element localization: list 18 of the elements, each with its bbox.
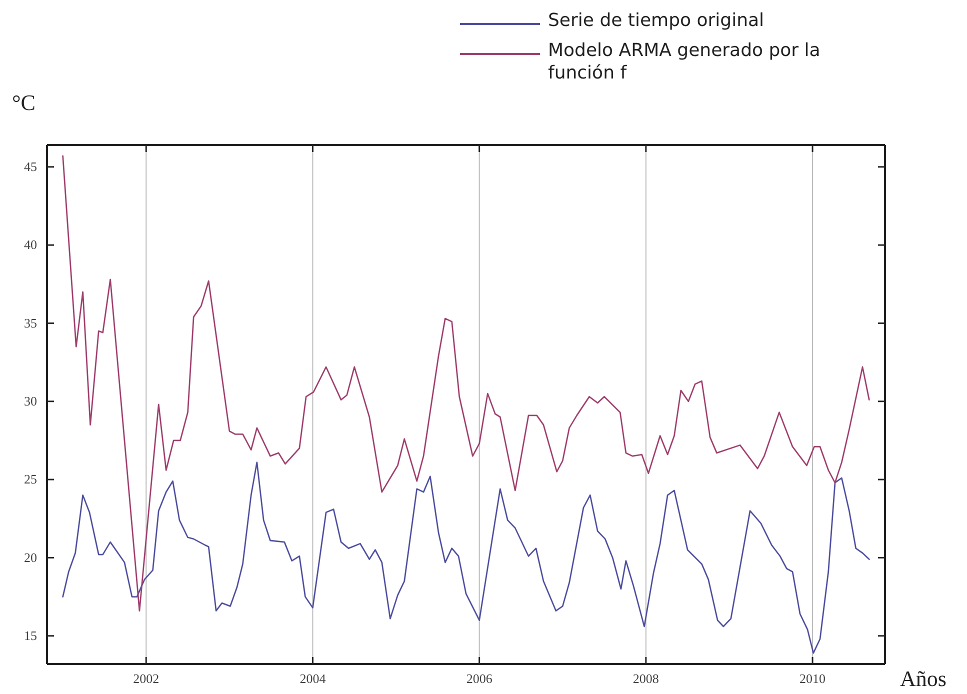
line-series <box>62 462 870 654</box>
legend-label: Serie de tiempo original <box>548 10 764 31</box>
x-tick-label: 2008 <box>632 671 659 686</box>
y-tick-label: 35 <box>24 315 37 330</box>
y-tick-label: 40 <box>24 237 37 252</box>
y-tick-label: 25 <box>24 472 37 487</box>
x-tick-label: 2002 <box>133 671 160 686</box>
y-axis-title: °C <box>12 90 36 115</box>
line-series <box>62 155 870 612</box>
y-tick-label: 15 <box>24 628 37 644</box>
x-tick-label: 2010 <box>800 671 826 686</box>
y-tick-label: 45 <box>24 159 37 174</box>
legend-label: Modelo ARMA generado por la función f <box>548 40 820 84</box>
x-tick-label: 2006 <box>466 671 493 686</box>
y-tick-label: 30 <box>24 394 37 409</box>
x-tick-label: 2004 <box>300 671 326 686</box>
x-axis-title: Años <box>900 666 946 691</box>
y-tick-label: 20 <box>24 550 37 565</box>
